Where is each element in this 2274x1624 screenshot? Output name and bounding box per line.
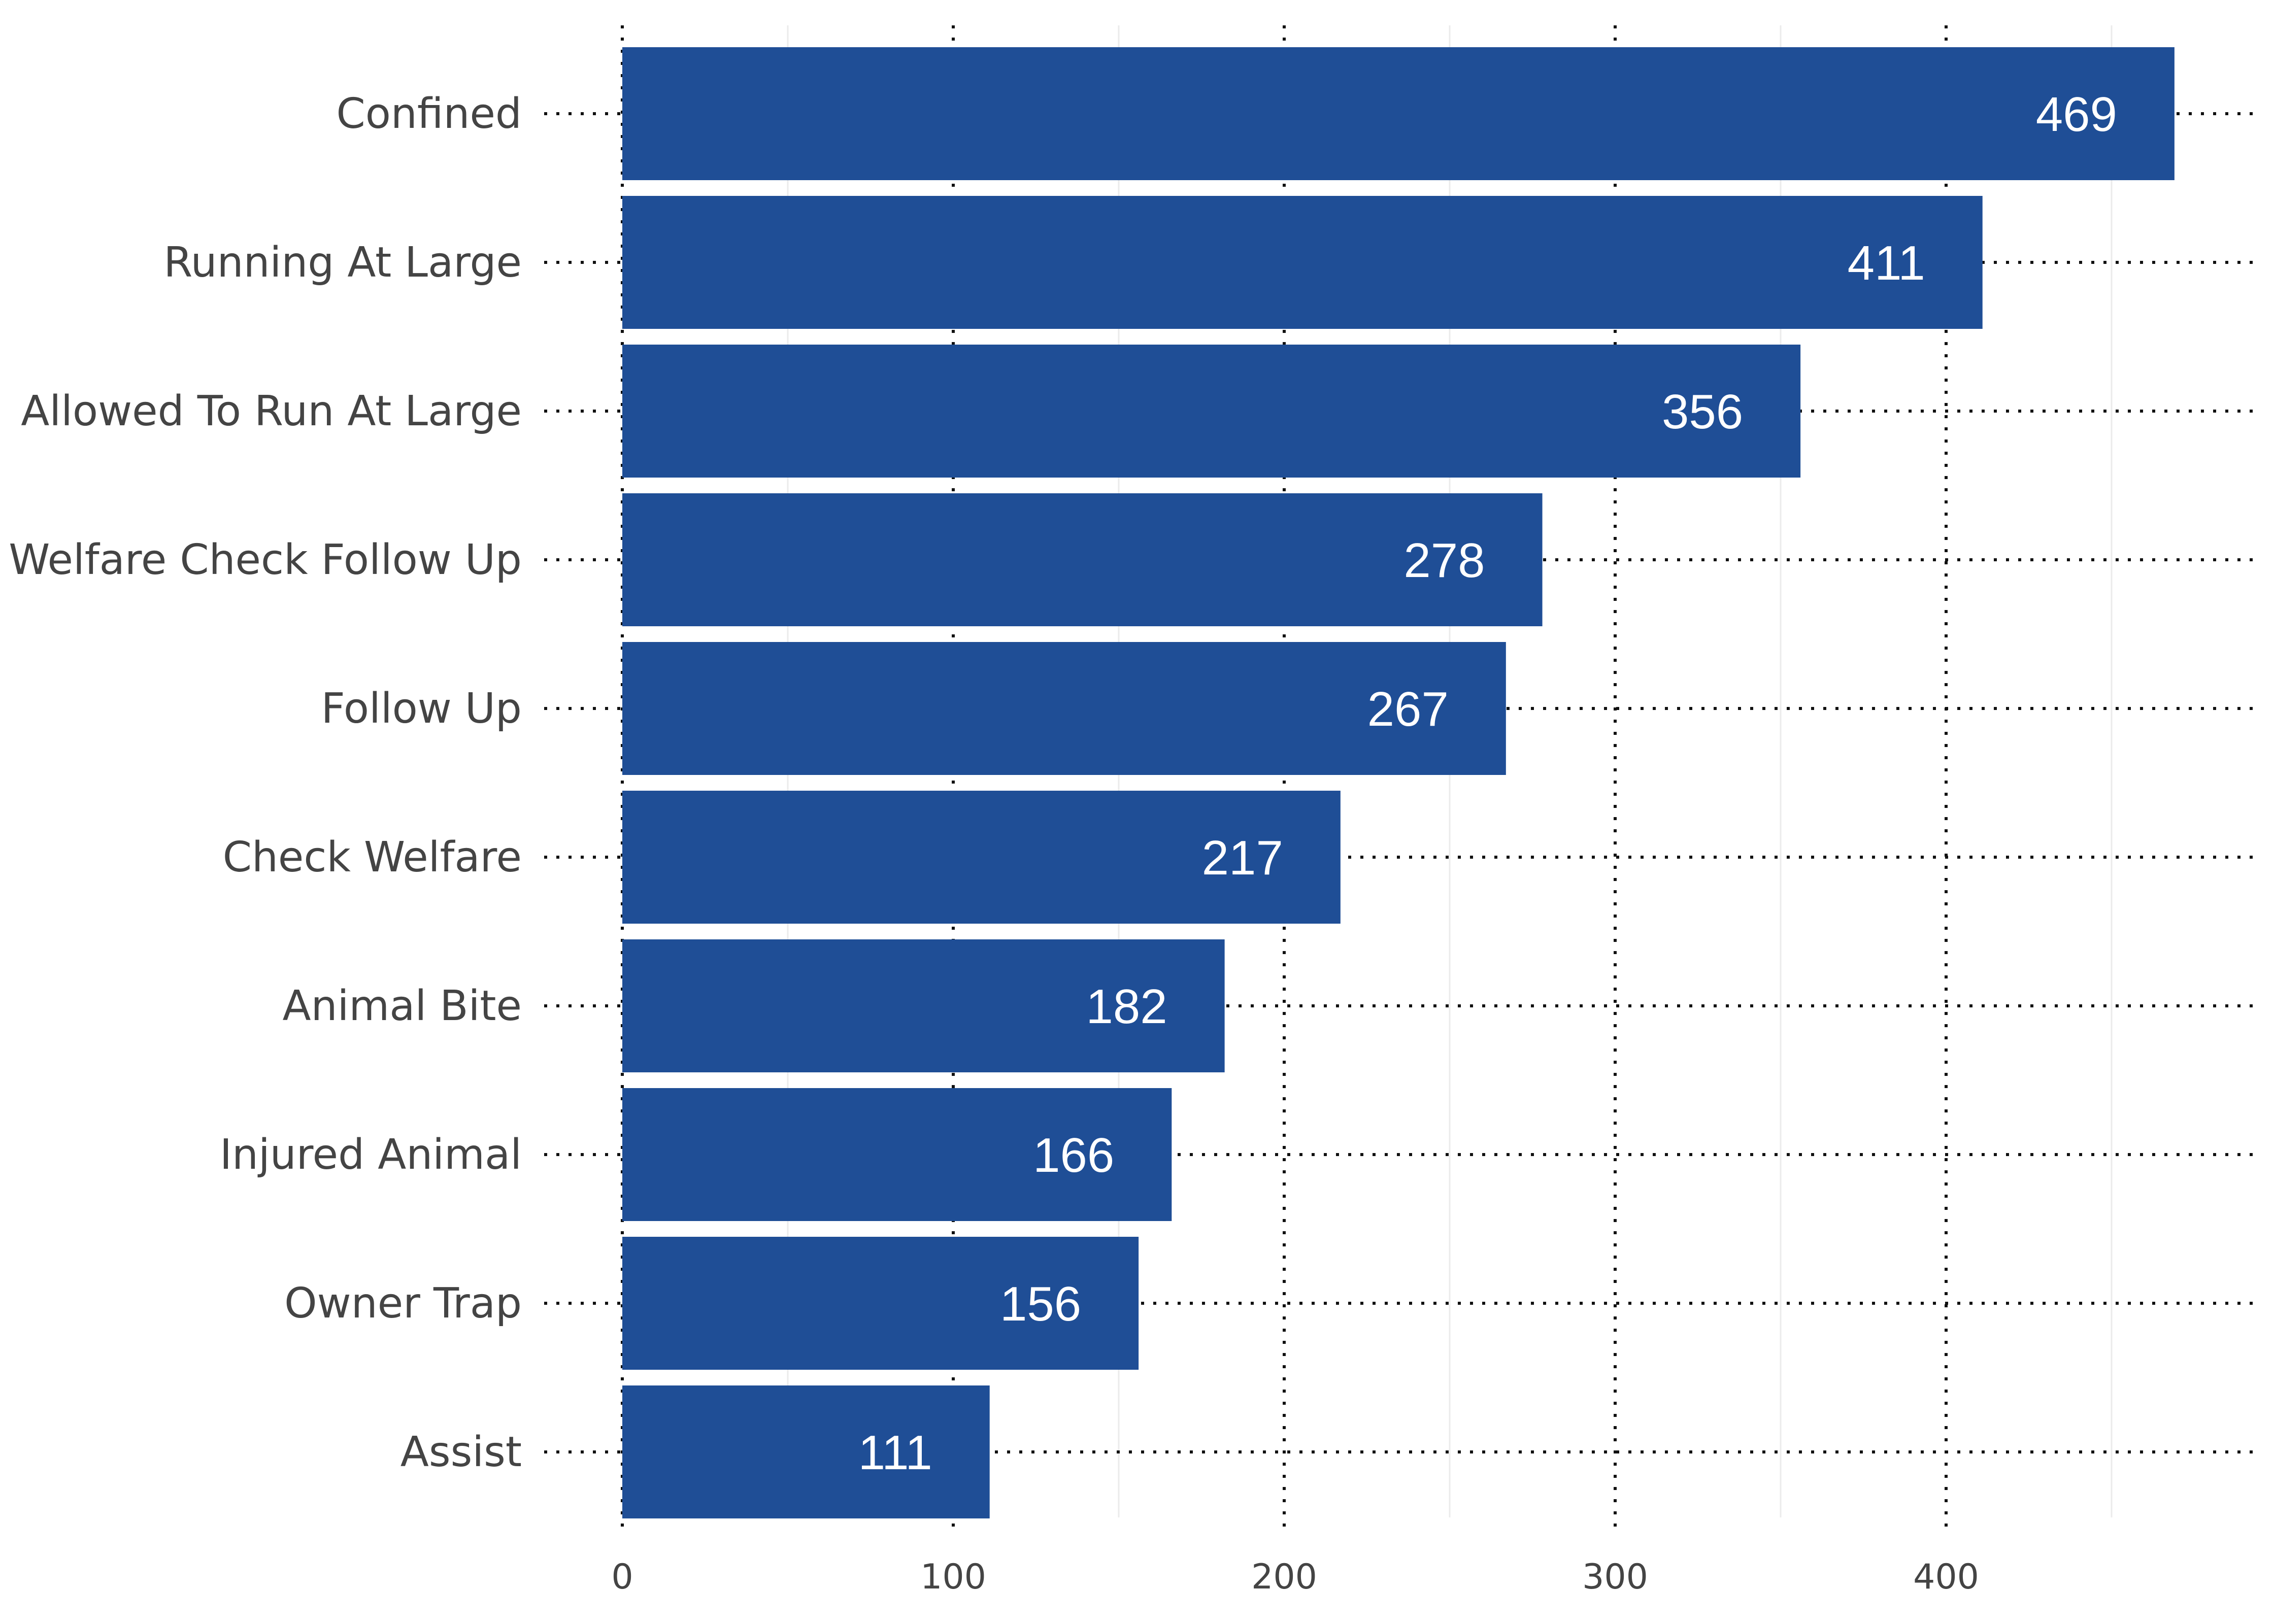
x-axis-ticks: 0 100 200 300 400 (611, 1557, 1979, 1597)
value-label: 356 (1662, 385, 1743, 439)
bar (622, 939, 1225, 1072)
category-label: Allowed To Run At Large (21, 387, 522, 435)
x-tick-label: 100 (920, 1557, 986, 1597)
category-label: Injured Animal (220, 1131, 522, 1179)
value-label: 111 (858, 1426, 932, 1480)
category-label: Running At Large (163, 239, 522, 287)
bar (622, 345, 1801, 478)
value-label: 156 (1000, 1277, 1081, 1331)
bars-layer (622, 47, 2175, 1518)
value-label: 182 (1086, 979, 1167, 1034)
category-label: Owner Trap (284, 1279, 522, 1328)
bar (622, 196, 1983, 329)
category-labels: Confined Running At Large Allowed To Run A… (9, 90, 522, 1476)
value-label: 267 (1367, 682, 1449, 736)
category-label: Assist (400, 1428, 522, 1476)
bar (622, 493, 1543, 626)
bar (622, 47, 2175, 180)
category-label: Welfare Check Follow Up (9, 536, 522, 584)
bar (622, 1385, 990, 1518)
category-label: Check Welfare (223, 833, 522, 882)
bar (622, 642, 1506, 775)
category-label: Follow Up (321, 685, 522, 733)
bar (622, 1237, 1139, 1370)
category-label: Confined (336, 90, 522, 138)
value-label: 469 (2036, 87, 2117, 142)
bar (622, 1088, 1172, 1221)
x-tick-label: 200 (1251, 1557, 1317, 1597)
bar (622, 791, 1341, 924)
x-tick-label: 400 (1913, 1557, 1979, 1597)
value-labels: 469 411 356 278 267 217 182 166 156 111 (858, 87, 2117, 1480)
value-label: 166 (1033, 1128, 1114, 1182)
value-label: 217 (1202, 831, 1283, 885)
value-label: 411 (1848, 236, 1925, 290)
category-label: Animal Bite (283, 982, 522, 1030)
x-tick-label: 300 (1582, 1557, 1648, 1597)
value-label: 278 (1403, 533, 1485, 588)
x-tick-label: 0 (611, 1557, 633, 1597)
